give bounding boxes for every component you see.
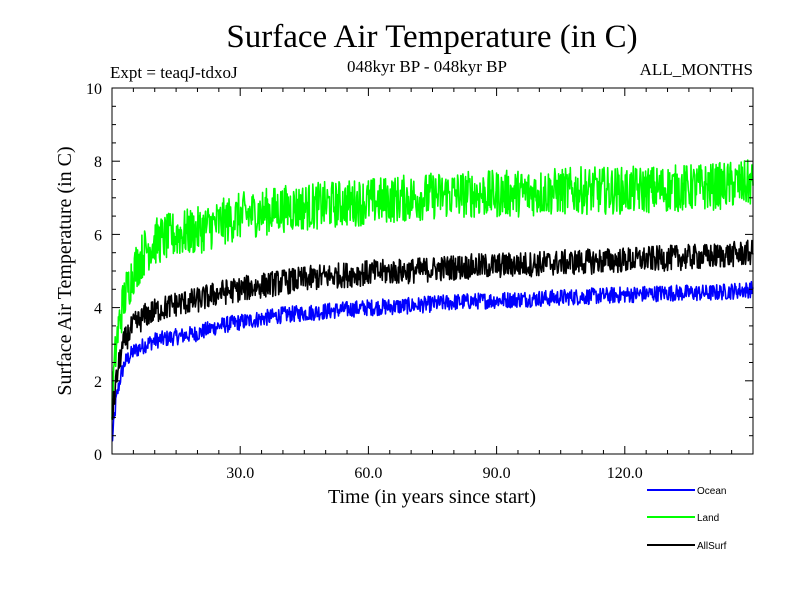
x-tick-label: 30.0	[226, 465, 254, 482]
experiment-label: Expt = teaqJ-tdxoJ	[110, 63, 238, 82]
legend-label-ocean: Ocean	[697, 486, 726, 497]
series-line-allsurf	[111, 239, 754, 421]
chart-subtitle: 048kyr BP - 048kyr BP	[347, 57, 507, 76]
x-axis-label: Time (in years since start)	[328, 486, 536, 508]
y-tick-label: 6	[94, 227, 102, 244]
y-tick-label: 2	[94, 374, 102, 391]
y-axis-label: Surface Air Temperature (in C)	[54, 146, 76, 395]
legend: Ocean Land AllSurf	[647, 486, 727, 552]
chart-title: Surface Air Temperature (in C)	[226, 19, 637, 55]
series-line-land	[111, 159, 754, 420]
y-tick-label: 10	[86, 81, 102, 98]
series-layer	[111, 159, 754, 442]
legend-label-land: Land	[697, 513, 719, 524]
series-line-ocean	[111, 280, 754, 442]
y-tick-label: 8	[94, 154, 102, 171]
legend-label-allsurf: AllSurf	[697, 541, 727, 552]
tick-layer: 30.0 60.0 90.0 120.0 0 2 4 6 8 10	[86, 81, 753, 482]
months-label: ALL_MONTHS	[640, 60, 753, 79]
x-tick-label: 60.0	[354, 465, 382, 482]
y-tick-label: 0	[94, 447, 102, 464]
y-tick-label: 4	[94, 301, 102, 318]
x-tick-label: 90.0	[483, 465, 511, 482]
x-tick-label: 120.0	[607, 465, 643, 482]
